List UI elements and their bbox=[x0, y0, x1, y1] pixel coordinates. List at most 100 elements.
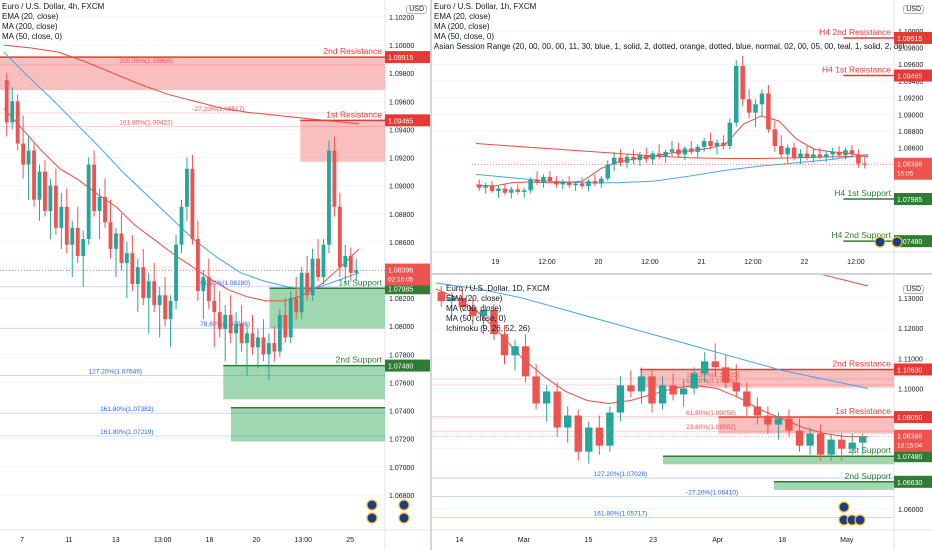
fib-label: 127.20%(1.10315) bbox=[686, 372, 740, 379]
candle-bearish bbox=[75, 227, 80, 256]
candle-bullish bbox=[682, 148, 688, 155]
last-price-tag bbox=[894, 429, 932, 452]
candle-bullish bbox=[10, 101, 15, 123]
candle-bearish bbox=[648, 376, 656, 404]
candle-bullish bbox=[637, 155, 643, 161]
price-tag bbox=[894, 193, 932, 206]
candle-bearish bbox=[261, 337, 266, 355]
x-tick-label: 22 bbox=[801, 259, 809, 266]
candle-bearish bbox=[708, 141, 713, 147]
x-tick-label: 12:00 bbox=[744, 259, 762, 266]
candle-bullish bbox=[256, 337, 260, 348]
last-price-text: 1.08396 bbox=[897, 434, 922, 441]
candle-bearish bbox=[656, 153, 662, 157]
chart-panel-1d[interactable]: Euro / U.S. Dollar, 1D, FXCM EMA (20, cl… bbox=[432, 275, 932, 550]
fib-label: 61.80%(1.08280) bbox=[200, 280, 250, 287]
candle-bearish bbox=[53, 185, 58, 228]
x-tick-label: 21 bbox=[698, 259, 706, 266]
candle-bearish bbox=[239, 323, 244, 344]
fib-label: 61.80%(1.10115) bbox=[686, 378, 735, 385]
fib-label: 23.60%(1.08582) bbox=[686, 424, 736, 431]
support-zone bbox=[223, 365, 385, 400]
candle-bullish bbox=[479, 310, 488, 317]
candle-bullish bbox=[542, 391, 551, 404]
panel-divider-horizontal[interactable] bbox=[432, 273, 932, 275]
y-tick-label: 1.10000 bbox=[898, 386, 923, 393]
price-tag-text: 1.09465 bbox=[388, 118, 413, 125]
y-tick-label: 1.09200 bbox=[389, 156, 414, 163]
candle-bearish bbox=[15, 101, 20, 144]
price-tag bbox=[385, 114, 430, 127]
support-zone bbox=[231, 407, 385, 442]
candle-bearish bbox=[32, 150, 36, 200]
candle-bullish bbox=[124, 253, 129, 263]
candle-bearish bbox=[849, 150, 855, 155]
candle-bearish bbox=[163, 295, 168, 320]
candle-bullish bbox=[496, 188, 501, 192]
candle-bullish bbox=[690, 373, 698, 389]
candle-bullish bbox=[586, 181, 591, 187]
y-tick-label: 1.08800 bbox=[898, 129, 923, 136]
price-tag bbox=[894, 363, 932, 376]
candle-bearish bbox=[206, 277, 211, 301]
price-tag-text: 1.09915 bbox=[897, 36, 922, 43]
candle-bullish bbox=[848, 442, 856, 449]
candle-bearish bbox=[490, 310, 498, 335]
y-tick-label: 1.09800 bbox=[898, 46, 923, 53]
level-label: 1st Resistance bbox=[326, 109, 382, 119]
chart-panel-4h[interactable]: Euro / U.S. Dollar, 4h, FXCM EMA (20, cl… bbox=[0, 0, 430, 550]
x-tick-label: 13:00 bbox=[154, 537, 172, 544]
y-tick-label: 1.06800 bbox=[389, 493, 414, 500]
candle-bullish bbox=[179, 206, 184, 245]
y-tick-label: 1.09800 bbox=[389, 71, 414, 78]
support-zone bbox=[773, 481, 894, 490]
candle-bullish bbox=[114, 233, 118, 249]
candle-bearish bbox=[746, 99, 752, 113]
price-tag-text: 1.09915 bbox=[388, 55, 413, 62]
y-tick-label: 1.08000 bbox=[389, 324, 414, 331]
candle-bearish bbox=[502, 188, 508, 193]
candle-bullish bbox=[288, 298, 293, 338]
candle-bearish bbox=[64, 206, 69, 245]
currency-badge[interactable]: USD bbox=[903, 285, 924, 294]
x-tick-label: Apr bbox=[712, 537, 724, 544]
candle-bullish bbox=[245, 333, 249, 344]
economic-event-icon bbox=[854, 514, 866, 526]
ma50-line bbox=[475, 153, 869, 184]
candle-bullish bbox=[823, 154, 829, 157]
y-tick-label: 1.07000 bbox=[389, 465, 414, 472]
candle-bullish bbox=[658, 385, 667, 404]
support-zone bbox=[269, 288, 385, 329]
candle-bearish bbox=[469, 307, 477, 317]
candle-bearish bbox=[711, 361, 719, 368]
x-tick-label: 19 bbox=[492, 259, 500, 266]
countdown-text: 15:05 bbox=[897, 171, 914, 178]
last-price-tag bbox=[894, 157, 932, 180]
y-tick-label: 1.08600 bbox=[389, 240, 414, 247]
fib-label: 200.00%(1.09859) bbox=[119, 58, 173, 65]
candle-bullish bbox=[585, 427, 593, 452]
candle-bearish bbox=[283, 314, 288, 338]
candle-bearish bbox=[743, 391, 751, 407]
chart-panel-1h[interactable]: Euro / U.S. Dollar, 1h, FXCM EMA (20, cl… bbox=[432, 0, 932, 273]
price-tag-text: 1.10630 bbox=[897, 367, 922, 374]
candle-bearish bbox=[595, 427, 604, 446]
candle-bullish bbox=[299, 272, 304, 313]
candle-bearish bbox=[592, 181, 598, 184]
currency-badge[interactable]: USD bbox=[406, 5, 427, 14]
last-price-text: 1.08396 bbox=[388, 268, 413, 275]
x-tick-label: 20 bbox=[253, 537, 261, 544]
price-tag bbox=[894, 31, 932, 44]
candle-bullish bbox=[727, 122, 733, 147]
price-tag bbox=[894, 235, 932, 248]
level-label: H4 2nd Support bbox=[831, 230, 891, 240]
candle-bullish bbox=[277, 314, 282, 352]
x-tick-label: May bbox=[840, 537, 854, 544]
panel-divider-vertical[interactable] bbox=[430, 0, 432, 550]
price-tag bbox=[385, 51, 430, 64]
price-tag bbox=[894, 411, 932, 424]
currency-badge[interactable]: USD bbox=[903, 5, 924, 14]
ma200-line bbox=[3, 44, 360, 125]
candle-bullish bbox=[616, 385, 625, 413]
candle-bearish bbox=[766, 93, 771, 130]
